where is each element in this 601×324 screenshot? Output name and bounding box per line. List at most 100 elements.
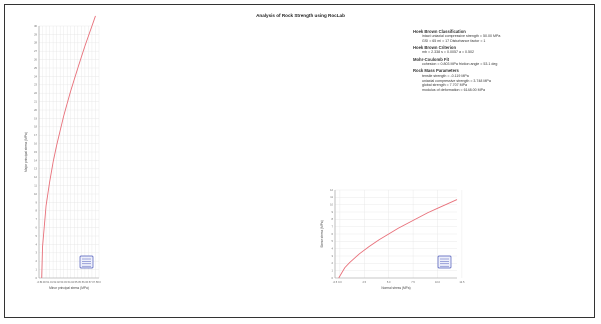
parameter-line: tensile strength = -0.119 MPa bbox=[422, 73, 469, 78]
x-tick-label: 7.5 bbox=[411, 280, 415, 284]
x-tick-label: 6.0 bbox=[83, 280, 87, 284]
y-tick-label: 23 bbox=[34, 83, 37, 87]
y-tick-label: 6 bbox=[36, 226, 38, 230]
shear-data-point bbox=[388, 234, 389, 235]
figure-frame bbox=[4, 4, 595, 318]
y-tick-label: 6 bbox=[332, 232, 334, 236]
x-tick-label: 5.5 bbox=[80, 280, 84, 284]
shear-data-point bbox=[418, 218, 419, 219]
principal-data-point bbox=[49, 182, 50, 183]
shear-data-point bbox=[437, 208, 438, 209]
shear-data-point bbox=[427, 212, 428, 213]
x-tick-label: -0.5 bbox=[37, 280, 42, 284]
principal-data-point bbox=[56, 145, 57, 146]
y-tick-label: 9 bbox=[332, 210, 334, 214]
parameters-panel: Hoek Brown Classification intact uniaxial… bbox=[413, 27, 598, 93]
y-tick-label: 9 bbox=[36, 200, 38, 204]
section-heading: Mohr-Coulomb Fit bbox=[413, 56, 450, 62]
y-tick-label: 7 bbox=[332, 225, 334, 229]
y-tick-label: 21 bbox=[34, 100, 37, 104]
shear-data-point bbox=[447, 204, 448, 205]
shear-data-point bbox=[408, 223, 409, 224]
y-tick-label: 4 bbox=[332, 247, 334, 251]
x-tick-label: 1.5 bbox=[51, 280, 55, 284]
parameter-line: uniaxial compressive strength = 3.748 MP… bbox=[422, 78, 491, 83]
y-tick-label: 1 bbox=[36, 268, 38, 272]
y-tick-label: 17 bbox=[34, 133, 37, 137]
x-tick-label: 1.0 bbox=[48, 280, 52, 284]
principal-series-line bbox=[41, 15, 96, 279]
parameter-line: GSI = 65 mi = 17 Disturbance factor = 1 bbox=[422, 38, 486, 43]
x-tick-label: 0.0 bbox=[41, 280, 45, 284]
principal-data-point bbox=[63, 116, 64, 117]
principal-chart: -0.5 0.0 0.5 1.0 1.5 2.0 2.5 3.0 3.5 4.0 4.5 5.0 5.5… bbox=[24, 15, 101, 290]
y-tick-label: 19 bbox=[34, 116, 37, 120]
shear-data-point bbox=[457, 199, 458, 200]
shear-data-point bbox=[349, 262, 350, 263]
x-tick-label: 4.0 bbox=[69, 280, 73, 284]
y-tick-label: 11 bbox=[330, 195, 333, 199]
y-tick-label: 25 bbox=[34, 66, 37, 70]
x-tick-label: 7.0 bbox=[90, 280, 94, 284]
y-tick-label: 8 bbox=[332, 217, 334, 221]
y-tick-label: 22 bbox=[34, 91, 37, 95]
y-tick-label: 18 bbox=[34, 125, 37, 129]
y-tick-label: 1 bbox=[332, 269, 334, 273]
parameter-line: mb = 2.338 s = 0.0057 a = 0.502 bbox=[422, 50, 475, 55]
y-tick-label: 20 bbox=[34, 108, 37, 112]
principal-data-point bbox=[46, 205, 47, 206]
y-tick-label: 3 bbox=[332, 254, 334, 258]
section-heading: Hoek Brown Classification bbox=[413, 28, 466, 34]
x-tick-label: 4.5 bbox=[72, 280, 76, 284]
shear-data-point bbox=[379, 240, 380, 241]
x-tick-label: 12.5 bbox=[459, 280, 465, 284]
y-tick-label: 15 bbox=[34, 150, 37, 154]
x-axis-label: Normal stress (MPa) bbox=[381, 286, 410, 290]
y-tick-label: 7 bbox=[36, 217, 38, 221]
x-tick-label: 8.0 bbox=[97, 280, 101, 284]
y-tick-label: 28 bbox=[34, 41, 37, 45]
x-tick-label: 2.5 bbox=[362, 280, 366, 284]
x-tick-label: 2.0 bbox=[55, 280, 59, 284]
parameter-line: global strength = 7.707 MPa bbox=[422, 83, 468, 88]
y-tick-label: 2 bbox=[332, 261, 334, 265]
y-tick-label: 5 bbox=[332, 239, 334, 243]
section-heading: Rock Mass Parameters bbox=[413, 68, 459, 74]
y-tick-label: 3 bbox=[36, 251, 38, 255]
y-tick-label: 11 bbox=[34, 184, 37, 188]
x-tick-label: 0.5 bbox=[44, 280, 48, 284]
y-tick-label: 8 bbox=[36, 209, 38, 213]
principal-data-point bbox=[85, 46, 86, 47]
parameter-line: intact uniaxial compressive strength = 5… bbox=[422, 33, 501, 38]
principal-legend bbox=[79, 255, 94, 269]
x-tick-label: 0.0 bbox=[338, 280, 342, 284]
y-tick-label: 4 bbox=[36, 242, 38, 246]
principal-data-point bbox=[70, 90, 71, 91]
y-tick-label: 0 bbox=[332, 276, 334, 280]
x-axis-label: Minor principal stress (MPa) bbox=[49, 286, 89, 290]
x-tick-label: 5.0 bbox=[387, 280, 391, 284]
y-axis-label: Major principal stress (MPa) bbox=[24, 132, 28, 172]
parameter-line: cohesion = 0.803 MPa friction angle = 53… bbox=[422, 62, 498, 67]
x-tick-label: 5.0 bbox=[76, 280, 80, 284]
principal-data-point bbox=[53, 162, 54, 163]
shear-series-line bbox=[338, 199, 458, 279]
x-tick-label: 6.5 bbox=[87, 280, 91, 284]
y-tick-label: 26 bbox=[34, 58, 37, 62]
shear-data-point bbox=[344, 267, 345, 268]
parameter-line: modulus of deformation = 6148.00 MPa bbox=[422, 88, 486, 93]
section-heading: Hoek Brown Criterion bbox=[413, 45, 457, 50]
shear-data-point bbox=[398, 228, 399, 229]
x-tick-label: 7.5 bbox=[94, 280, 98, 284]
shear-data-point bbox=[338, 278, 339, 279]
shear-data-point bbox=[359, 253, 360, 254]
y-tick-label: 13 bbox=[34, 167, 37, 171]
y-tick-label: 16 bbox=[34, 142, 37, 146]
principal-data-point bbox=[95, 16, 96, 17]
y-tick-label: 14 bbox=[34, 158, 37, 162]
x-tick-label: 10.0 bbox=[435, 280, 441, 284]
y-tick-label: 10 bbox=[330, 203, 333, 207]
y-tick-label: 10 bbox=[34, 192, 37, 196]
shear-data-point bbox=[369, 246, 370, 247]
